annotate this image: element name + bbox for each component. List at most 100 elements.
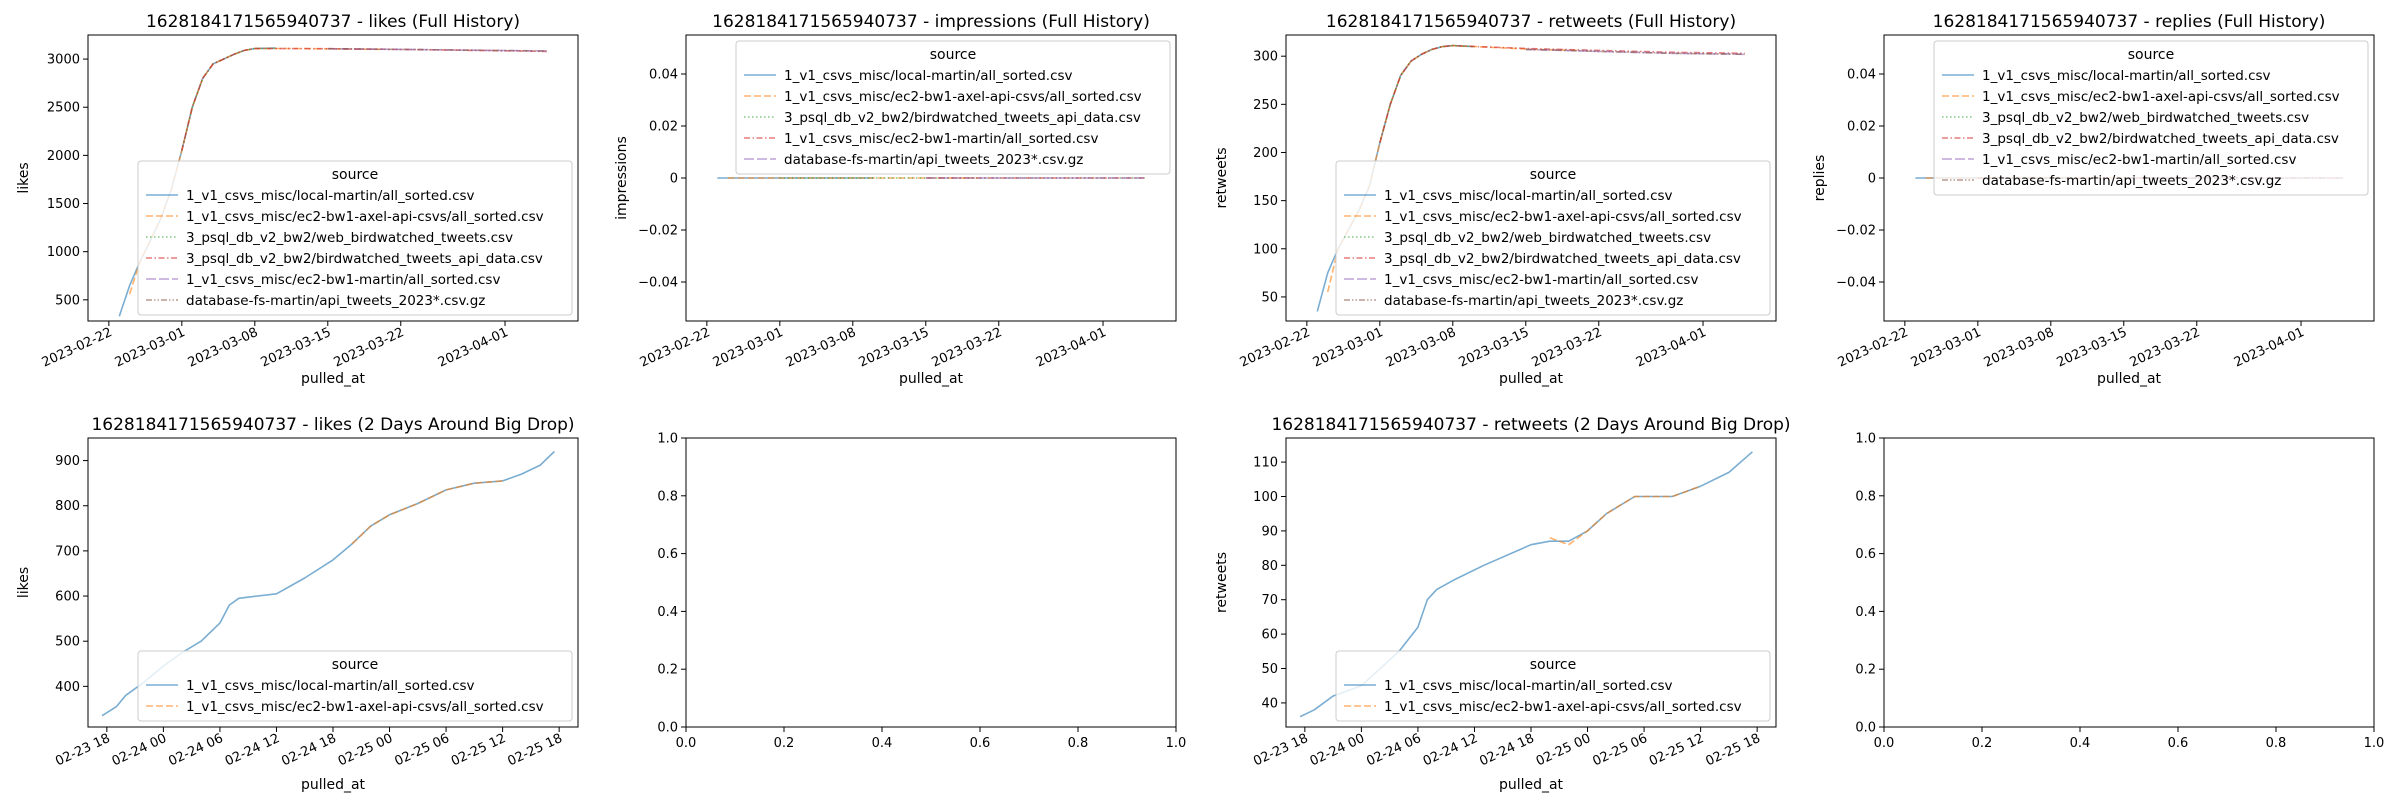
y-tick-label: 0.4 bbox=[657, 605, 678, 620]
y-tick-label: 0.6 bbox=[657, 547, 678, 562]
x-axis-label: pulled_at bbox=[899, 371, 964, 387]
x-tick-label: 02-24 18 bbox=[279, 731, 338, 769]
legend-entry: database-fs-martin/api_tweets_2023*.csv.… bbox=[784, 152, 1083, 168]
y-tick-label: 60 bbox=[1261, 628, 1278, 643]
legend-entry: 1_v1_csvs_misc/local-martin/all_sorted.c… bbox=[186, 188, 475, 204]
y-tick-label: 0 bbox=[670, 172, 678, 187]
x-tick-label: 02-23 18 bbox=[53, 731, 112, 769]
x-tick-label: 2023-03-15 bbox=[259, 325, 334, 371]
x-axis-label: pulled_at bbox=[2097, 371, 2162, 387]
y-axis-label: replies bbox=[1812, 155, 1828, 202]
x-tick-label: 2023-03-15 bbox=[1457, 325, 1532, 371]
y-tick-label: 900 bbox=[55, 454, 80, 469]
x-tick-label: 2023-02-22 bbox=[638, 325, 713, 371]
y-tick-label: −0.02 bbox=[1836, 224, 1876, 239]
y-tick-label: 40 bbox=[1261, 696, 1278, 711]
x-tick-label: 1.0 bbox=[2364, 736, 2385, 751]
legend-entry: 1_v1_csvs_misc/ec2-bw1-martin/all_sorted… bbox=[186, 272, 500, 288]
subplot-1: 2023-02-222023-03-012023-03-082023-03-15… bbox=[16, 12, 579, 387]
x-axis-label: pulled_at bbox=[1499, 777, 1564, 793]
legend-entry: 1_v1_csvs_misc/ec2-bw1-axel-api-csvs/all… bbox=[1384, 209, 1742, 225]
subplot-6: 0.0 0.2 0.4 0.6 0.8 1.0 0.0 0.2 0.4 0.6 0.8 1.0 bbox=[657, 432, 1186, 752]
legend-box bbox=[137, 160, 573, 316]
legend-title: source bbox=[2128, 47, 2175, 63]
x-tick-label: 0.0 bbox=[676, 736, 697, 751]
x-tick-label: 0.6 bbox=[2168, 736, 2189, 751]
y-tick-label: 500 bbox=[55, 293, 80, 308]
y-tick-label: 400 bbox=[55, 680, 80, 695]
subplot-4: 2023-02-222023-03-012023-03-082023-03-15… bbox=[1812, 12, 2375, 387]
y-tick-label: 0.02 bbox=[1847, 120, 1876, 135]
legend-entry: 3_psql_db_v2_bw2/web_birdwatched_tweets.… bbox=[1982, 110, 2309, 126]
subplot-2: 2023-02-222023-03-012023-03-082023-03-15… bbox=[614, 12, 1177, 387]
x-tick-label: 1.0 bbox=[1166, 736, 1187, 751]
x-tick-label: 0.6 bbox=[970, 736, 991, 751]
legend-entry: 3_psql_db_v2_bw2/web_birdwatched_tweets.… bbox=[1384, 230, 1711, 246]
y-tick-label: 1500 bbox=[47, 197, 80, 212]
legend-entry: 1_v1_csvs_misc/ec2-bw1-axel-api-csvs/all… bbox=[1384, 699, 1742, 715]
y-tick-label: 1.0 bbox=[657, 432, 678, 447]
y-tick-label: 110 bbox=[1253, 456, 1278, 471]
x-tick-label: 02-24 00 bbox=[110, 731, 169, 769]
y-tick-label: 0.0 bbox=[657, 721, 678, 736]
legend: source 1_v1_csvs_misc/local-martin/all_so… bbox=[137, 650, 573, 722]
y-axis-label: likes bbox=[16, 162, 32, 193]
y-tick-label: 500 bbox=[55, 635, 80, 650]
legend-title: source bbox=[1530, 657, 1577, 673]
legend-entry: 3_psql_db_v2_bw2/birdwatched_tweets_api_… bbox=[186, 251, 543, 267]
y-axis-label: retweets bbox=[1214, 147, 1230, 208]
x-tick-label: 02-25 00 bbox=[336, 731, 395, 769]
legend-entry: 1_v1_csvs_misc/local-martin/all_sorted.c… bbox=[784, 68, 1073, 84]
x-tick-label: 02-25 18 bbox=[1704, 731, 1763, 769]
legend-entry: 3_psql_db_v2_bw2/birdwatched_tweets_api_… bbox=[784, 110, 1141, 126]
x-axis-label: pulled_at bbox=[301, 777, 366, 793]
y-tick-label: 600 bbox=[55, 590, 80, 605]
x-tick-label: 0.2 bbox=[774, 736, 795, 751]
x-tick-label: 0.4 bbox=[872, 736, 893, 751]
y-tick-label: 700 bbox=[55, 544, 80, 559]
series-line-6 bbox=[1525, 48, 1745, 56]
series-line-2 bbox=[351, 480, 503, 545]
y-tick-label: −0.02 bbox=[638, 224, 678, 239]
x-tick-label: 02-25 06 bbox=[392, 731, 451, 769]
chart-title: 1628184171565940737 - retweets (2 Days A… bbox=[1271, 415, 1790, 435]
x-tick-label: 2023-02-22 bbox=[1836, 325, 1911, 371]
x-axis-label: pulled_at bbox=[301, 371, 366, 387]
legend-entry: 1_v1_csvs_misc/local-martin/all_sorted.c… bbox=[1384, 678, 1673, 694]
x-tick-label: 02-24 00 bbox=[1308, 731, 1367, 769]
x-tick-label: 2023-03-22 bbox=[2128, 325, 2203, 371]
x-tick-label: 2023-03-08 bbox=[186, 325, 261, 371]
y-tick-label: 0.4 bbox=[1855, 605, 1876, 620]
x-tick-label: 2023-03-15 bbox=[857, 325, 932, 371]
y-tick-label: 50 bbox=[1261, 662, 1278, 677]
x-tick-label: 2023-03-08 bbox=[784, 325, 859, 371]
legend-entry: 1_v1_csvs_misc/local-martin/all_sorted.c… bbox=[1384, 188, 1673, 204]
x-tick-label: 0.0 bbox=[1874, 736, 1895, 751]
legend-entry: 3_psql_db_v2_bw2/birdwatched_tweets_api_… bbox=[1384, 251, 1741, 267]
y-tick-label: 200 bbox=[1253, 146, 1278, 161]
x-tick-label: 0.2 bbox=[1972, 736, 1993, 751]
legend-title: source bbox=[930, 47, 977, 63]
x-tick-label: 2023-04-01 bbox=[1634, 325, 1709, 371]
legend-entry: database-fs-martin/api_tweets_2023*.csv.… bbox=[1384, 293, 1683, 309]
legend-entry: 1_v1_csvs_misc/ec2-bw1-axel-api-csvs/all… bbox=[1982, 89, 2340, 105]
x-tick-label: 02-23 18 bbox=[1251, 731, 1310, 769]
legend-entry: 1_v1_csvs_misc/ec2-bw1-martin/all_sorted… bbox=[784, 131, 1098, 147]
x-tick-label: 02-24 12 bbox=[1421, 731, 1480, 769]
x-tick-label: 2023-04-01 bbox=[2232, 325, 2307, 371]
legend-entry: 3_psql_db_v2_bw2/web_birdwatched_tweets.… bbox=[186, 230, 513, 246]
legend-entry: database-fs-martin/api_tweets_2023*.csv.… bbox=[186, 293, 485, 309]
subplot-3: 2023-02-222023-03-012023-03-082023-03-15… bbox=[1214, 12, 1777, 387]
chart-title: 1628184171565940737 - retweets (Full His… bbox=[1326, 12, 1736, 32]
chart-title: 1628184171565940737 - likes (2 Days Arou… bbox=[91, 415, 574, 435]
y-tick-label: 800 bbox=[55, 499, 80, 514]
axes-frame bbox=[1883, 437, 2375, 728]
x-tick-label: 0.4 bbox=[2070, 736, 2091, 751]
x-tick-label: 2023-03-22 bbox=[1530, 325, 1605, 371]
y-tick-label: 0.0 bbox=[1855, 721, 1876, 736]
y-tick-label: 250 bbox=[1253, 98, 1278, 113]
x-tick-label: 02-25 12 bbox=[1647, 731, 1706, 769]
y-tick-label: 0 bbox=[1868, 172, 1876, 187]
series-line-4 bbox=[181, 47, 547, 151]
